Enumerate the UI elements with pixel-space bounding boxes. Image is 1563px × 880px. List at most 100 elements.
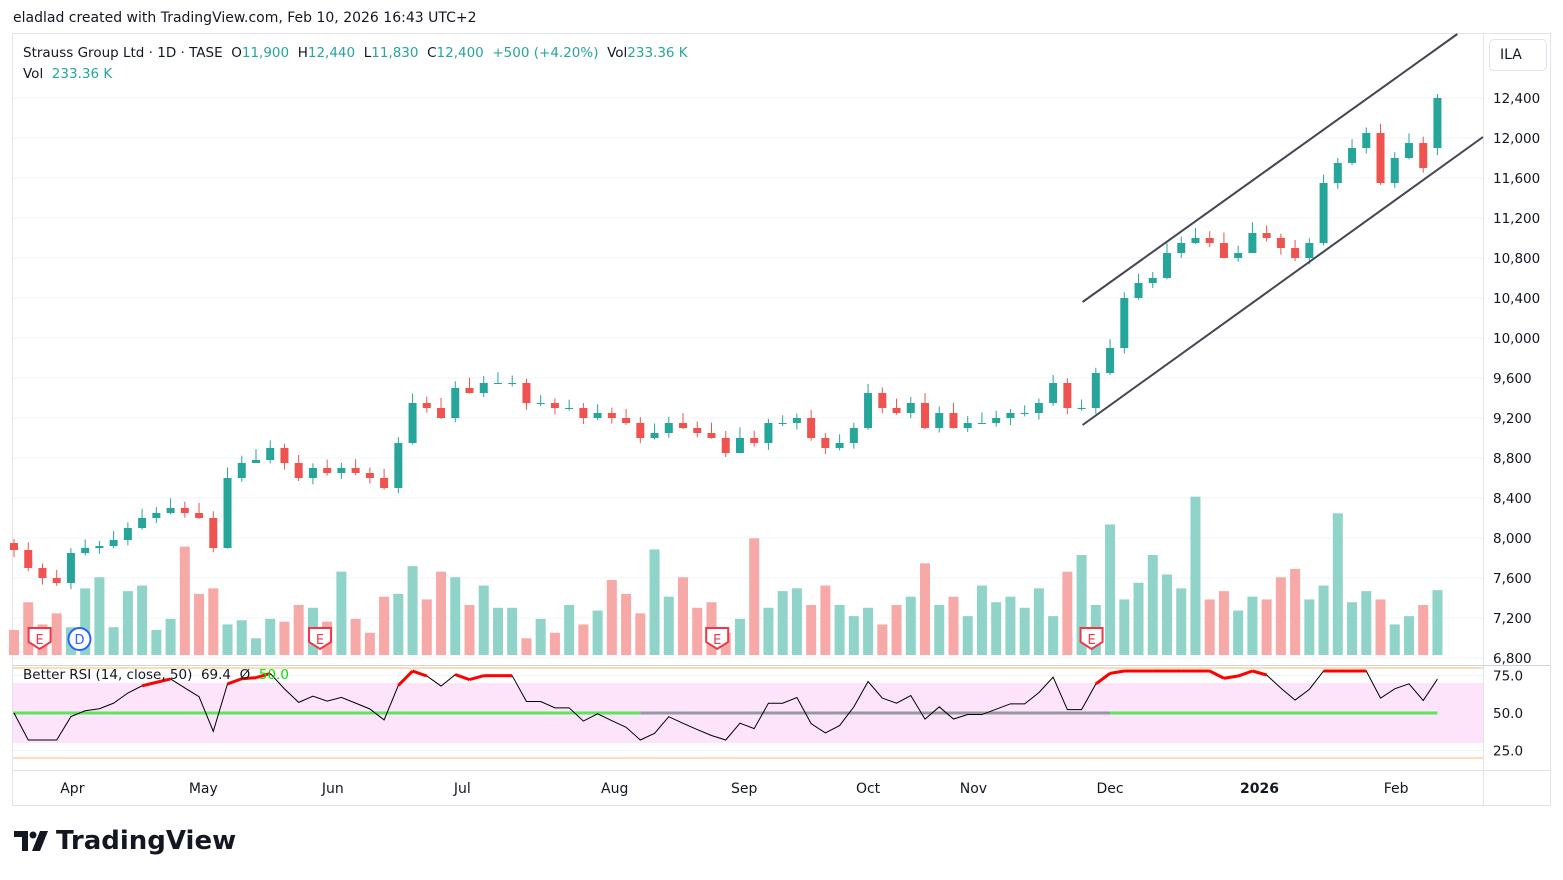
price-tick-label: 11,200	[1493, 211, 1540, 227]
time-axis-label: May	[189, 781, 218, 797]
rsi-overbought-segment	[469, 674, 485, 682]
candle-body	[237, 463, 246, 478]
candle-body	[664, 423, 673, 433]
candle-body	[579, 408, 588, 418]
candle-body	[408, 403, 417, 443]
candle-body	[10, 543, 18, 550]
time-axis-label: Jul	[453, 781, 471, 797]
volume-bar	[749, 538, 760, 655]
volume-bar	[976, 585, 987, 655]
candle-body	[166, 508, 175, 513]
volume-bar	[336, 571, 347, 655]
candle-body	[849, 428, 858, 443]
candle-body	[223, 478, 232, 548]
earnings-marker-icon	[705, 627, 730, 651]
earnings-marker-icon	[1079, 627, 1104, 651]
chart-credit: eladlad created with TradingView.com, Fe…	[13, 10, 477, 26]
currency-button[interactable]: ILA	[1489, 39, 1547, 71]
volume-label[interactable]: Vol	[23, 66, 44, 82]
volume-bar	[1076, 555, 1087, 655]
earnings-marker-icon	[27, 627, 52, 651]
candle-body	[1348, 148, 1357, 163]
volume-bar	[863, 607, 874, 655]
volume-bar	[222, 624, 233, 655]
volume-bar	[265, 618, 276, 655]
time-axis-label: Feb	[1384, 781, 1409, 797]
rsi-overbought-segment	[227, 677, 243, 686]
volume-bar	[137, 585, 148, 655]
price-tick-label: 10,800	[1493, 251, 1540, 267]
volume-bar	[877, 624, 888, 655]
symbol-info[interactable]: Strauss Group Ltd · 1D · TASE	[23, 45, 223, 61]
candle-body	[95, 546, 104, 548]
candle-body	[251, 460, 260, 463]
volume-bar	[791, 588, 802, 655]
candle-body	[1305, 243, 1314, 258]
time-axis-label: Dec	[1097, 781, 1124, 797]
candle-body	[1134, 283, 1143, 298]
volume-bar	[777, 591, 788, 655]
volume-bar	[492, 607, 503, 655]
candle-body	[1376, 133, 1385, 183]
volume-bar	[606, 580, 617, 655]
volume-bar	[621, 593, 632, 655]
candle-body	[1276, 238, 1285, 248]
candle-body	[721, 438, 730, 453]
candle-body	[138, 518, 147, 528]
candle-body	[522, 383, 531, 403]
volume-bar	[379, 596, 390, 655]
time-axis-label: Apr	[60, 781, 84, 797]
price-tick-label: 6,800	[1493, 651, 1532, 667]
rsi-title[interactable]: Better RSI (14, close, 50)	[23, 667, 193, 683]
candle-body	[636, 423, 645, 438]
candle-body	[451, 388, 460, 418]
candle-body	[1191, 238, 1200, 243]
price-tick-label: 12,400	[1493, 91, 1540, 107]
rsi-overbought-segment	[155, 677, 171, 684]
volume-bar	[763, 607, 774, 655]
tradingview-logo[interactable]: TradingView	[14, 826, 236, 856]
volume-bar	[1190, 496, 1201, 655]
candle-body	[1404, 143, 1413, 158]
candle-body	[493, 383, 502, 384]
candle-body	[650, 433, 659, 438]
candle-body	[1063, 383, 1072, 408]
candle-body	[963, 423, 972, 428]
candle-body	[1248, 233, 1257, 253]
candle-body	[52, 578, 61, 583]
price-tick-label: 7,200	[1493, 611, 1532, 627]
candle-body	[1319, 183, 1328, 243]
volume-bar	[521, 638, 532, 655]
rsi-overbought-segment	[241, 676, 257, 681]
open-value: 11,900	[241, 45, 290, 61]
volume-bar	[364, 632, 375, 655]
volume-bar	[122, 591, 133, 655]
candle-body	[1291, 248, 1300, 258]
volume-bar	[820, 585, 831, 655]
volume-bar	[393, 593, 404, 655]
rsi-overbought-segment	[255, 672, 271, 680]
rsi-separator: Ø	[239, 667, 251, 683]
candle-body	[152, 513, 161, 518]
volume-bar	[535, 618, 546, 655]
volume-bar	[806, 605, 817, 655]
candle-body	[337, 468, 346, 473]
rsi-overbought-segment	[1209, 669, 1225, 680]
volume-bar	[948, 596, 959, 655]
candle-body	[24, 550, 33, 568]
candle-body	[622, 418, 631, 423]
price-tick-label: 8,400	[1493, 491, 1532, 507]
volume-bar	[165, 618, 176, 655]
volume-bar	[692, 607, 703, 655]
candle-body	[807, 418, 816, 438]
candle-body	[394, 443, 403, 488]
rsi-overbought-segment	[454, 673, 471, 682]
earnings-marker-label: E	[316, 633, 324, 648]
rsi-overbought-segment	[1237, 669, 1253, 678]
volume-bar	[663, 596, 674, 655]
candle-body	[323, 468, 332, 473]
close-label: C	[427, 45, 437, 61]
volume-bar	[421, 599, 432, 655]
candle-body	[465, 388, 474, 393]
